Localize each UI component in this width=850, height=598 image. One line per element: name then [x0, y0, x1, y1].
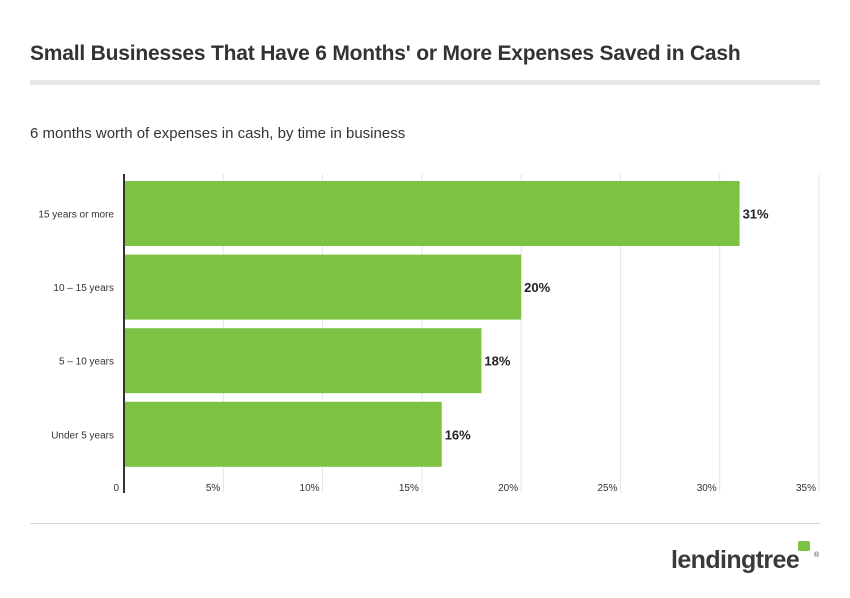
x-tick-label: 5% [206, 483, 221, 494]
lendingtree-logo: lendingtree ® [671, 540, 821, 582]
logo-wordmark: lendingtree [671, 546, 800, 574]
registered-mark: ® [814, 552, 820, 559]
bar [124, 328, 482, 394]
x-tick-label: 15% [399, 483, 419, 494]
bar [124, 401, 442, 467]
title-divider [30, 80, 820, 85]
data-label: 31% [743, 207, 769, 222]
bar [124, 181, 740, 246]
data-label: 20% [524, 280, 550, 295]
x-tick-label: 35% [796, 483, 816, 494]
x-tick-label: 30% [697, 483, 717, 494]
x-tick-label: 10% [300, 483, 320, 494]
bar-chart: 0 5% 10% 15% 20% 25% 30% 35% 15 years or more 31%… [38, 174, 820, 494]
chart-title: Small Businesses That Have 6 Months' or … [30, 42, 741, 65]
category-label: 15 years or more [38, 210, 114, 221]
x-tick-label: 0 [113, 483, 119, 494]
data-label: 18% [484, 354, 510, 369]
footer-divider [30, 523, 820, 524]
chart-subtitle: 6 months worth of expenses in cash, by t… [30, 125, 406, 142]
bar [124, 254, 522, 320]
data-label: 16% [445, 427, 471, 442]
category-label: 10 – 15 years [53, 283, 114, 294]
x-tick-label: 20% [498, 483, 518, 494]
x-tick-label: 25% [597, 483, 617, 494]
leaf-icon [798, 541, 810, 551]
category-label: 5 – 10 years [59, 357, 114, 368]
category-label: Under 5 years [51, 430, 114, 441]
